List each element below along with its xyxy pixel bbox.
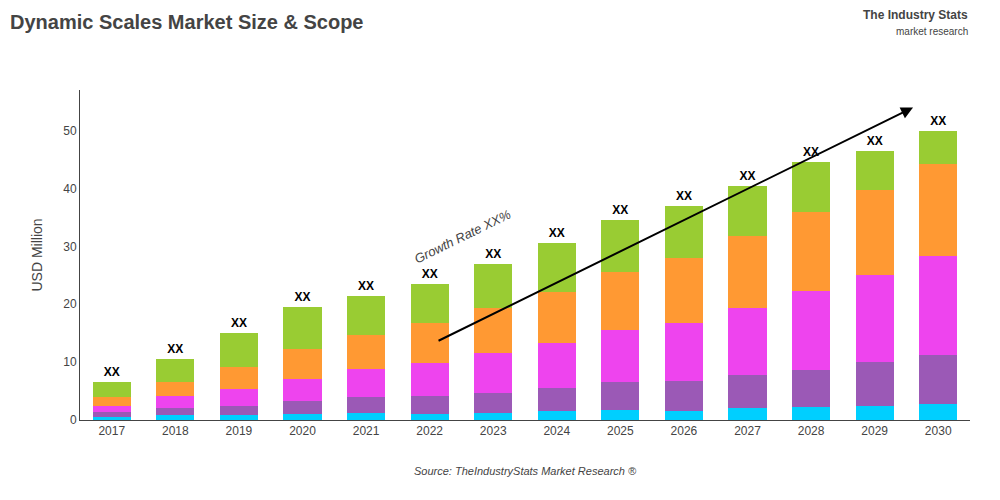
svg-text:2030: 2030 xyxy=(925,424,952,438)
svg-text:Growth Rate XX%: Growth Rate XX% xyxy=(412,207,513,267)
svg-text:The Industry Stats: The Industry Stats xyxy=(863,8,968,22)
svg-text:XX: XX xyxy=(612,203,628,217)
svg-text:2028: 2028 xyxy=(798,424,825,438)
svg-text:XX: XX xyxy=(867,134,883,148)
svg-text:2019: 2019 xyxy=(226,424,253,438)
svg-text:2026: 2026 xyxy=(671,424,698,438)
svg-text:XX: XX xyxy=(485,247,501,261)
svg-text:2029: 2029 xyxy=(861,424,888,438)
svg-text:10: 10 xyxy=(63,355,77,369)
svg-text:50: 50 xyxy=(63,124,77,138)
svg-text:market research: market research xyxy=(896,26,968,37)
svg-text:0: 0 xyxy=(70,413,77,427)
svg-text:2027: 2027 xyxy=(734,424,761,438)
svg-text:XX: XX xyxy=(549,226,565,240)
svg-text:2020: 2020 xyxy=(289,424,316,438)
svg-text:2025: 2025 xyxy=(607,424,634,438)
svg-text:2024: 2024 xyxy=(543,424,570,438)
svg-text:2018: 2018 xyxy=(162,424,189,438)
svg-text:2022: 2022 xyxy=(416,424,443,438)
svg-text:XX: XX xyxy=(167,342,183,356)
svg-text:20: 20 xyxy=(63,297,77,311)
svg-text:XX: XX xyxy=(676,189,692,203)
svg-text:XX: XX xyxy=(930,114,946,128)
svg-text:Dynamic Scales Market Size & S: Dynamic Scales Market Size & Scope xyxy=(10,11,364,33)
svg-text:USD Million: USD Million xyxy=(29,218,45,291)
svg-text:30: 30 xyxy=(63,240,77,254)
svg-text:2021: 2021 xyxy=(353,424,380,438)
svg-text:XX: XX xyxy=(739,169,755,183)
svg-text:2017: 2017 xyxy=(98,424,125,438)
svg-text:40: 40 xyxy=(63,182,77,196)
svg-text:2023: 2023 xyxy=(480,424,507,438)
svg-text:XX: XX xyxy=(358,279,374,293)
svg-text:XX: XX xyxy=(803,145,819,159)
svg-text:Source: TheIndustryStats Marke: Source: TheIndustryStats Market Research… xyxy=(414,465,637,477)
svg-text:XX: XX xyxy=(294,290,310,304)
svg-text:XX: XX xyxy=(231,316,247,330)
svg-text:XX: XX xyxy=(422,267,438,281)
svg-text:XX: XX xyxy=(104,365,120,379)
